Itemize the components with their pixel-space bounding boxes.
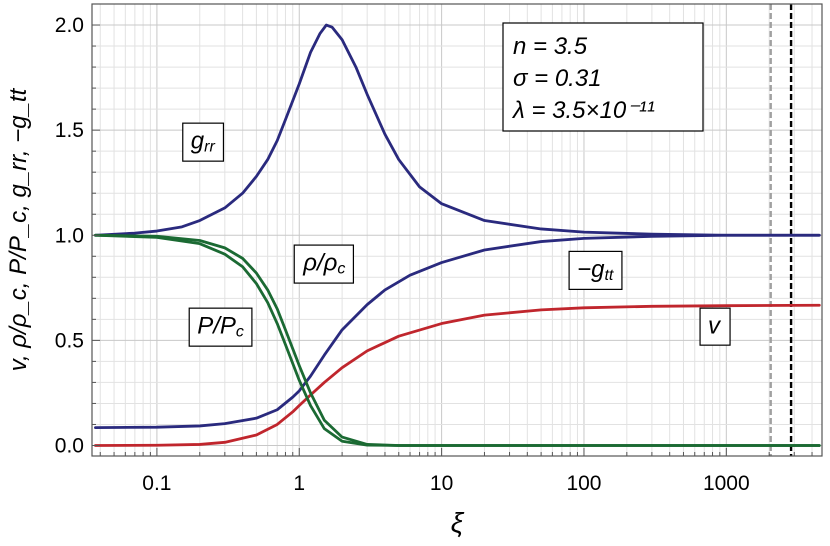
curve-label-box [188,307,253,347]
x-tick-label: 1000 [703,472,750,495]
curve-label: P/Pc [188,307,253,347]
series-layer [94,23,821,447]
series-line-g_rr [94,23,821,237]
curve-label-text: v [708,312,722,339]
curve-label-box [293,244,355,284]
curve-label-text: P/Pc [197,312,244,340]
x-tick-label: 10 [430,472,453,495]
y-tick-label: 1.5 [55,119,84,142]
curve-label-text: grr [191,127,216,155]
parameter-box: n = 3.5 σ = 0.31 λ = 3.5×10⁻¹¹ [502,22,704,132]
grid-layer [92,4,822,456]
param-sigma: σ = 0.31 [513,65,602,92]
series-line-−g_tt [94,233,821,430]
y-tick-label: 2.0 [55,14,84,37]
plot-frame [91,3,823,457]
curve-label-box [568,250,623,290]
x-tick-label: 100 [566,472,601,495]
annotation-layer: grr ρ/ρc P/Pc −gtt v [182,122,731,347]
y-axis-label: v, ρ/ρ_c, P/P_c, g_rr, −g_tt [5,87,32,371]
y-tick-label: 0.5 [55,329,84,352]
x-axis-label: ξ [451,507,465,538]
x-tick-label: 0.1 [142,472,171,495]
y-tick-label: 1.0 [55,224,84,247]
series-line-v [94,303,821,447]
curve-label-text: ρ/ρc [302,249,345,277]
curve-label: −gtt [568,250,623,290]
curve-label-box [699,307,731,346]
param-lambda: λ = 3.5×10⁻¹¹ [511,97,655,124]
param-n: n = 3.5 [513,33,588,60]
series-line-P/P_c [94,233,821,447]
series-line-ρ/ρ_c [94,233,821,447]
vertical-lines [769,4,793,456]
curve-label: grr [182,122,225,162]
y-tick-label: 0.0 [55,434,84,457]
curve-label-text: −gtt [577,255,614,283]
tick-layer: 0.1 1 10 100 1000 0.0 0.5 1.0 1.5 2.0 [55,14,813,495]
curve-label: v [699,307,731,346]
curve-label-box [182,122,225,162]
x-tick-label: 1 [293,472,305,495]
curve-label: ρ/ρc [293,244,355,284]
